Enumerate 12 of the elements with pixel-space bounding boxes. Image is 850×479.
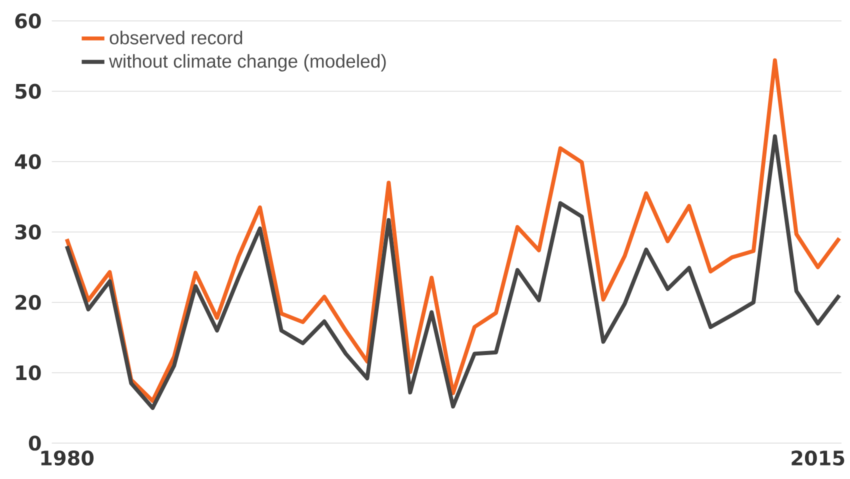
y-tick-label: 50 [16,84,41,99]
line-series [64,134,842,410]
y-tick-label: 60 [15,13,41,28]
x-tick-label: 1980 [41,450,94,466]
y-tick-label: 40 [14,154,41,170]
x-tick-label: 2015 [792,450,844,466]
y-tick-label: 20 [16,294,41,310]
legend-label: observed record [110,30,242,44]
y-tick-label: 30 [15,224,41,240]
y-tick-label: 0 [28,436,41,451]
y-tick-label: 10 [16,365,41,380]
legend-label: without climate change (modeled) [109,54,386,72]
